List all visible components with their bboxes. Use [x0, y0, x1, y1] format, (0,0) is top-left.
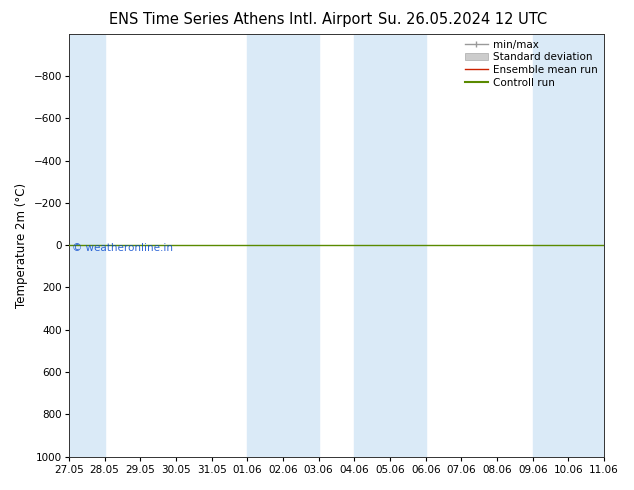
Text: ENS Time Series Athens Intl. Airport: ENS Time Series Athens Intl. Airport: [109, 12, 373, 27]
Y-axis label: Temperature 2m (°C): Temperature 2m (°C): [15, 183, 28, 308]
Bar: [354, 34, 425, 457]
Text: Su. 26.05.2024 12 UTC: Su. 26.05.2024 12 UTC: [378, 12, 547, 27]
Bar: [69, 34, 105, 457]
Bar: [533, 34, 604, 457]
Legend: min/max, Standard deviation, Ensemble mean run, Controll run: min/max, Standard deviation, Ensemble me…: [462, 37, 601, 91]
Text: © weatheronline.in: © weatheronline.in: [72, 243, 172, 253]
Bar: [247, 34, 319, 457]
